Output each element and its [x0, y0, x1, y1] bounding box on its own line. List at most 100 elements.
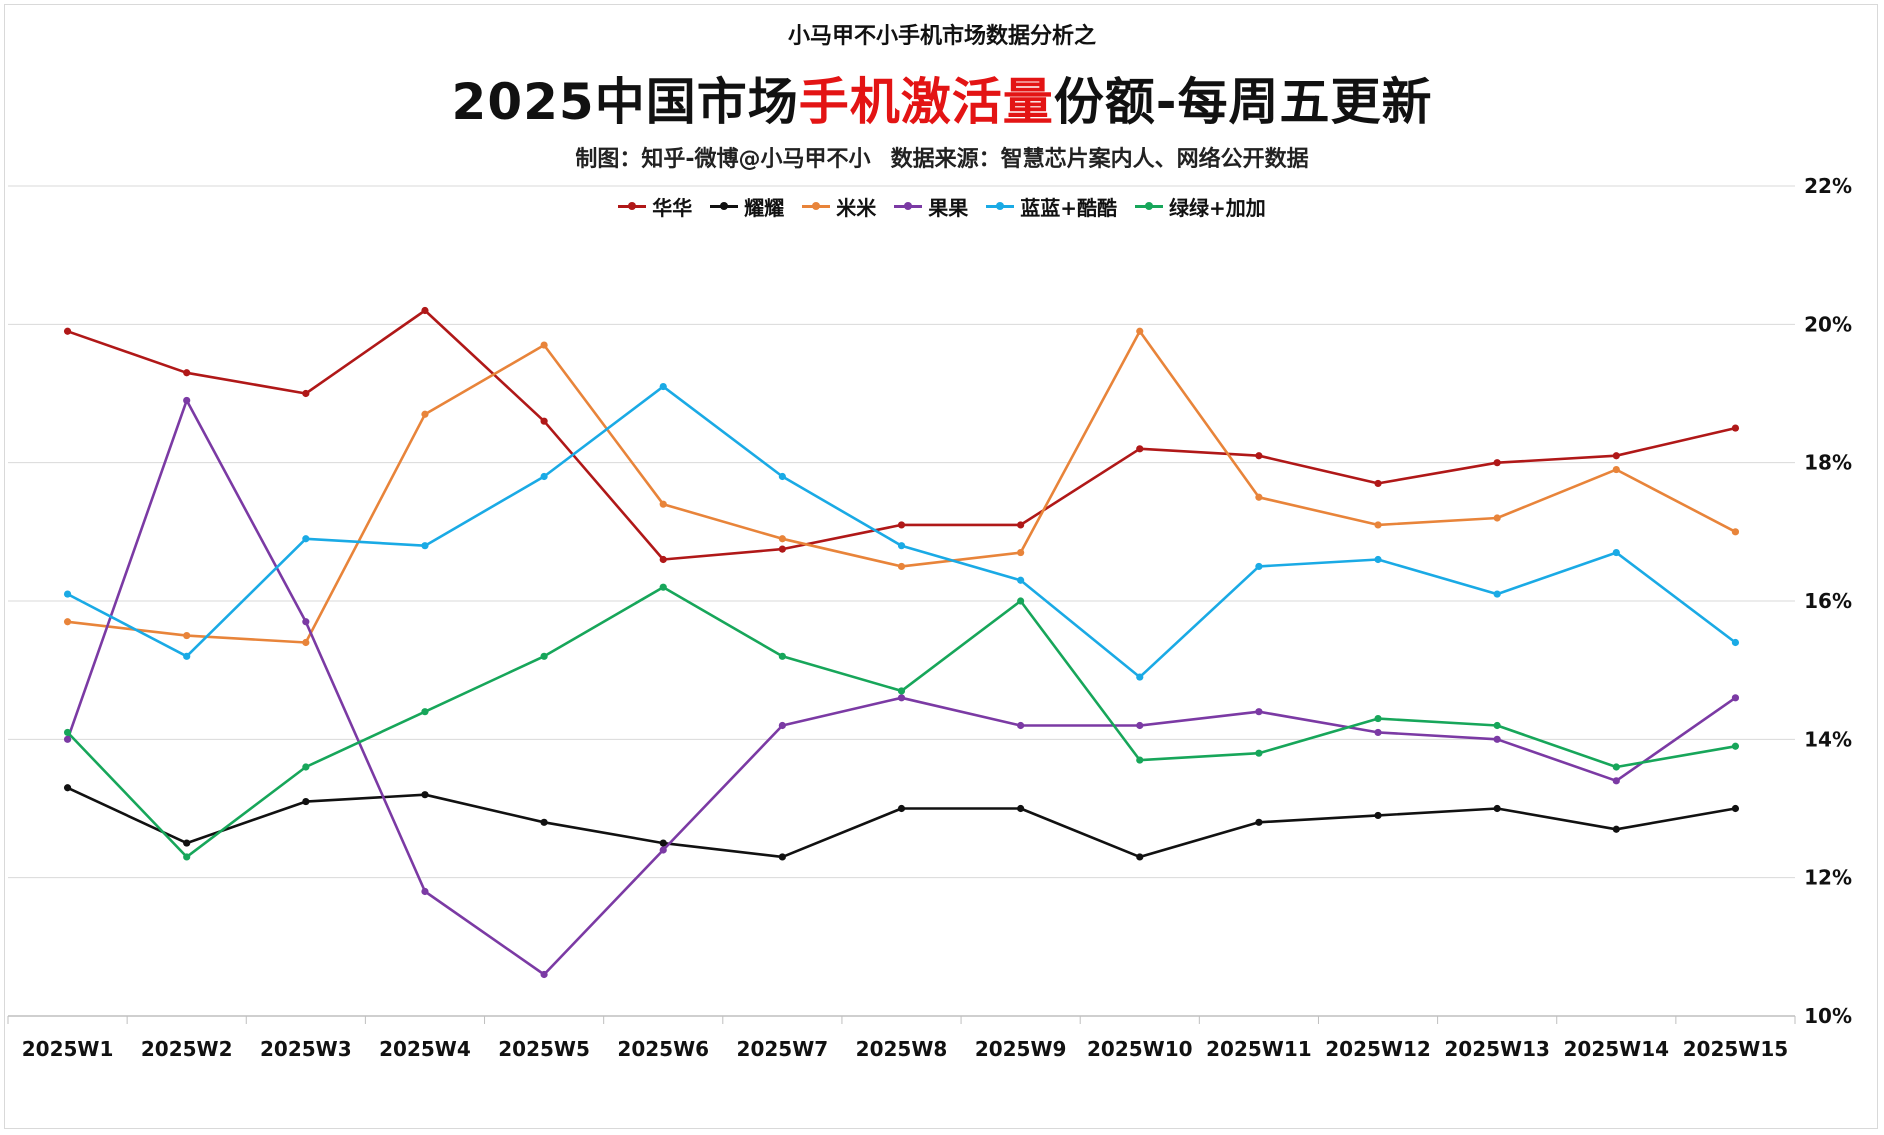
data-point [1731, 638, 1740, 647]
x-tick-label: 2025W9 [975, 1037, 1067, 1061]
x-tick-label: 2025W13 [1444, 1037, 1550, 1061]
data-point [1493, 735, 1501, 743]
legend-item: 果果 [894, 192, 968, 221]
legend-item: 米米 [802, 192, 876, 221]
title-part-2: 份额-每周五更新 [1053, 73, 1433, 131]
data-point [63, 327, 72, 335]
data-point [1017, 521, 1025, 529]
data-point [1731, 804, 1740, 813]
data-point [63, 784, 72, 792]
chart-title: 2025中国市场手机激活量份额-每周五更新 [0, 62, 1884, 134]
legend-label: 华华 [652, 196, 693, 220]
legend-label: 米米 [836, 196, 877, 220]
y-tick-label: 14% [1804, 727, 1852, 751]
data-point [659, 846, 667, 854]
series-2 [63, 784, 1740, 861]
data-point [1374, 714, 1382, 723]
data-point [1374, 479, 1382, 488]
data-point [897, 542, 906, 550]
data-point [1493, 514, 1501, 522]
y-tick-label: 18% [1804, 451, 1852, 475]
data-point [421, 887, 429, 896]
data-point [1255, 818, 1263, 826]
legend-label: 蓝蓝+酷酷 [1020, 196, 1117, 220]
legend-item: 蓝蓝+酷酷 [986, 192, 1117, 221]
data-point [540, 472, 548, 481]
legend-item: 耀耀 [710, 192, 784, 221]
series-line [67, 329, 1737, 644]
x-tick-label: 2025W3 [260, 1037, 352, 1061]
data-point [1136, 853, 1144, 861]
data-point [659, 382, 667, 391]
data-point [540, 970, 548, 979]
legend-swatch [618, 202, 647, 210]
x-tick-label: 2025W6 [617, 1037, 709, 1061]
credit-source: 数据来源：智慧芯片案内人、网络公开数据 [890, 147, 1309, 172]
data-point [1255, 562, 1263, 571]
series-line [66, 385, 1737, 679]
data-point [1374, 811, 1382, 820]
series-1 [63, 306, 1740, 564]
data-point [1374, 728, 1382, 737]
data-point [1255, 493, 1263, 501]
data-point [778, 545, 786, 553]
data-point [421, 410, 429, 418]
legend-item: 绿绿+加加 [1135, 192, 1266, 221]
data-point [1017, 721, 1025, 730]
data-point [1017, 548, 1025, 557]
data-point [540, 417, 548, 425]
chart-legend: 华华 耀耀 米米 果果 蓝蓝+酷酷 绿绿+加加 [0, 189, 1884, 221]
data-point [302, 763, 310, 771]
data-point [183, 853, 191, 861]
data-point [421, 306, 429, 315]
data-point [778, 472, 786, 481]
y-tick-label: 16% [1804, 589, 1852, 613]
series-line [66, 585, 1736, 859]
series-lines [63, 306, 1740, 979]
data-point [302, 389, 310, 398]
data-point [1493, 804, 1501, 813]
data-point [1136, 445, 1144, 453]
data-point [421, 542, 429, 550]
grid-lines [8, 185, 1795, 879]
data-point [1374, 555, 1382, 564]
data-point [1493, 590, 1501, 598]
data-point [302, 618, 310, 626]
series-4 [63, 396, 1740, 979]
data-point [897, 562, 906, 571]
title-part-1: 2025中国市场 [451, 73, 799, 131]
data-point [1493, 721, 1501, 730]
data-point [778, 721, 786, 730]
title-highlight: 手机激活量 [798, 73, 1054, 131]
data-point [659, 583, 667, 591]
data-point [540, 818, 548, 826]
data-point [183, 631, 191, 640]
data-point [778, 535, 786, 543]
data-point [183, 396, 191, 405]
y-tick-label: 22% [1804, 174, 1852, 198]
x-tick-label: 2025W7 [737, 1037, 829, 1061]
credit-author: 制图：知乎-微博@小马甲不小 [575, 147, 871, 172]
y-tick-label: 12% [1804, 866, 1852, 890]
data-point [540, 341, 548, 349]
data-point [778, 853, 786, 861]
pre-title: 小马甲不小手机市场数据分析之 [787, 24, 1096, 49]
data-point [1255, 708, 1263, 716]
legend-label: 耀耀 [744, 196, 785, 220]
data-point [1136, 756, 1144, 764]
x-axis: 2025W1 2025W2 2025W3 2025W4 2025W5 2025W6 2025… [7, 1015, 1796, 1061]
y-axis-labels: 10% 12% 14% 16% 18% 20% 22% [1804, 174, 1852, 1028]
data-point [1731, 742, 1740, 750]
y-tick-label: 10% [1804, 1004, 1852, 1028]
x-tick-label: 2025W10 [1087, 1037, 1193, 1061]
legend-swatch [710, 202, 739, 210]
data-point [183, 839, 191, 847]
data-point [183, 369, 191, 377]
data-point [1493, 459, 1501, 467]
x-tick-label: 2025W1 [22, 1037, 114, 1061]
data-point [897, 694, 906, 702]
y-tick-label: 20% [1804, 312, 1852, 336]
x-tick-label: 2025W4 [379, 1037, 471, 1061]
data-point [63, 618, 72, 626]
data-point [1612, 452, 1620, 460]
